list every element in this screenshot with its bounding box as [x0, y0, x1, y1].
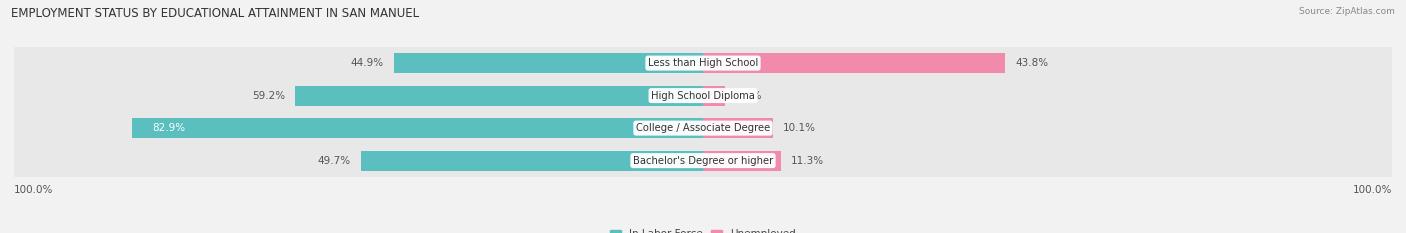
Text: 43.8%: 43.8%: [1015, 58, 1049, 68]
Bar: [14, 112, 1392, 144]
Text: EMPLOYMENT STATUS BY EDUCATIONAL ATTAINMENT IN SAN MANUEL: EMPLOYMENT STATUS BY EDUCATIONAL ATTAINM…: [11, 7, 419, 20]
Text: 59.2%: 59.2%: [252, 91, 285, 101]
Text: Less than High School: Less than High School: [648, 58, 758, 68]
Bar: [132, 118, 703, 138]
Bar: [360, 151, 703, 171]
Text: College / Associate Degree: College / Associate Degree: [636, 123, 770, 133]
Bar: [295, 86, 703, 106]
Text: 49.7%: 49.7%: [318, 156, 350, 166]
Text: 3.2%: 3.2%: [735, 91, 762, 101]
Bar: [703, 151, 780, 171]
Text: 10.1%: 10.1%: [783, 123, 815, 133]
Bar: [14, 47, 1392, 79]
Bar: [394, 53, 703, 73]
Bar: [703, 118, 772, 138]
Text: 82.9%: 82.9%: [152, 123, 186, 133]
Text: 44.9%: 44.9%: [350, 58, 384, 68]
Bar: [14, 144, 1392, 177]
Legend: In Labor Force, Unemployed: In Labor Force, Unemployed: [610, 230, 796, 233]
Text: 100.0%: 100.0%: [1353, 185, 1392, 195]
Text: 100.0%: 100.0%: [14, 185, 53, 195]
Text: High School Diploma: High School Diploma: [651, 91, 755, 101]
Bar: [14, 79, 1392, 112]
Text: Bachelor's Degree or higher: Bachelor's Degree or higher: [633, 156, 773, 166]
Bar: [703, 53, 1005, 73]
Text: Source: ZipAtlas.com: Source: ZipAtlas.com: [1299, 7, 1395, 16]
Text: 11.3%: 11.3%: [792, 156, 824, 166]
Bar: [703, 86, 725, 106]
